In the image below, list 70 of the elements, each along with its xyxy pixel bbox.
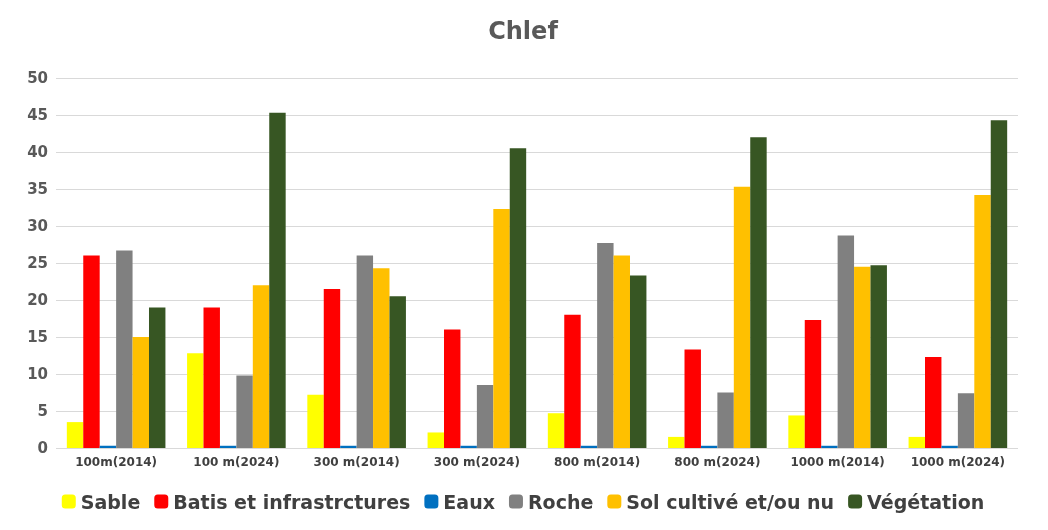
- bar: [356, 255, 374, 448]
- bar: [476, 385, 494, 448]
- bar: [788, 415, 805, 448]
- y-tick-label: 15: [27, 328, 48, 346]
- bar: [974, 194, 991, 448]
- bar: [870, 265, 887, 448]
- legend-label: Sol cultivé et/ou nu: [626, 490, 835, 513]
- x-tick-label: 300 m(2024): [433, 455, 520, 469]
- bar: [941, 445, 958, 448]
- y-tick-label: 40: [27, 143, 48, 161]
- bar: [547, 413, 565, 448]
- y-tick-label: 0: [37, 439, 48, 457]
- bar: [427, 432, 445, 448]
- legend-label: Roche: [527, 490, 594, 513]
- x-tick-label: 800 m(2014): [554, 455, 641, 469]
- bar: [821, 445, 838, 448]
- bar: [684, 349, 701, 448]
- bar: [460, 445, 477, 448]
- legend-label: Végétation: [867, 490, 985, 513]
- bar: [717, 392, 734, 448]
- y-tick-label: 10: [27, 365, 48, 383]
- bar: [837, 235, 855, 448]
- y-tick-label: 35: [27, 180, 48, 198]
- bar: [854, 266, 871, 448]
- bar: [444, 329, 461, 448]
- bar: [957, 393, 975, 448]
- bar: [116, 250, 133, 448]
- bar: [629, 275, 647, 448]
- y-tick-label: 25: [27, 254, 48, 272]
- y-tick-label: 20: [27, 291, 48, 309]
- bar: [148, 307, 166, 448]
- bar: [252, 285, 270, 448]
- bar: [597, 243, 614, 448]
- bar: [66, 422, 84, 448]
- bar: [750, 137, 767, 448]
- bar: [269, 112, 286, 448]
- x-tick-label: 1000 m(2024): [910, 455, 1006, 469]
- bar: [389, 296, 406, 448]
- y-tick-label: 5: [37, 402, 48, 420]
- bar: [187, 353, 204, 448]
- bar: [493, 208, 510, 448]
- y-tick-label: 50: [27, 69, 48, 87]
- bar: [509, 148, 527, 448]
- x-tick-label: 100m(2014): [75, 455, 158, 469]
- bar: [668, 436, 685, 448]
- legend-label: Batis et infrastrctures: [173, 490, 411, 513]
- bar: [925, 356, 942, 448]
- chart-title: Chlef: [488, 17, 559, 45]
- x-tick-label: 800 m(2024): [674, 455, 761, 469]
- bar: [733, 186, 751, 448]
- bar: [908, 436, 926, 448]
- bar: [564, 314, 581, 448]
- bar: [323, 288, 341, 448]
- bar: [132, 337, 149, 448]
- x-tick-label: 300 m(2014): [313, 455, 400, 469]
- bar: [373, 268, 390, 448]
- bar: [340, 445, 357, 448]
- x-tick-label: 1000 m(2014): [790, 455, 885, 469]
- bar: [83, 255, 100, 448]
- bar: [804, 319, 822, 448]
- bar: [236, 375, 253, 448]
- bar: [307, 394, 324, 448]
- legend-label: Eaux: [443, 490, 495, 513]
- bar: [203, 307, 220, 448]
- y-tick-label: 45: [27, 106, 48, 124]
- bar: [613, 255, 630, 448]
- x-tick-label: 100 m(2024): [193, 455, 280, 469]
- legend-label: Sable: [80, 490, 141, 513]
- bar: [990, 120, 1008, 448]
- y-tick-label: 30: [27, 217, 48, 235]
